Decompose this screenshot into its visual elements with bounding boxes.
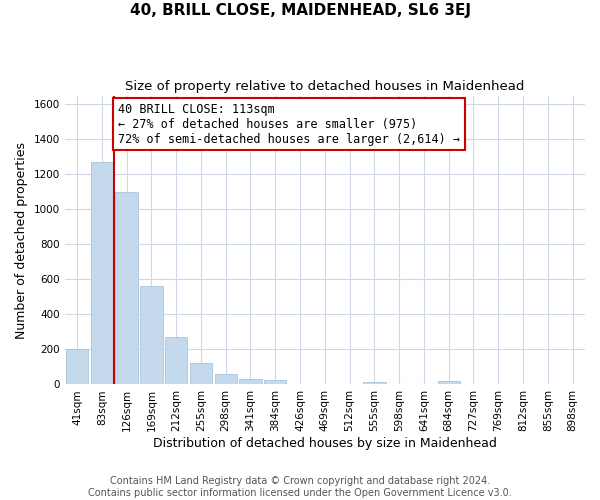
Bar xyxy=(215,374,237,384)
Bar xyxy=(239,379,262,384)
Bar xyxy=(190,362,212,384)
Bar xyxy=(264,380,286,384)
Title: Size of property relative to detached houses in Maidenhead: Size of property relative to detached ho… xyxy=(125,80,524,93)
X-axis label: Distribution of detached houses by size in Maidenhead: Distribution of detached houses by size … xyxy=(153,437,497,450)
Bar xyxy=(66,350,88,384)
Bar xyxy=(363,382,386,384)
Bar xyxy=(140,286,163,384)
Bar xyxy=(165,337,187,384)
Text: 40, BRILL CLOSE, MAIDENHEAD, SL6 3EJ: 40, BRILL CLOSE, MAIDENHEAD, SL6 3EJ xyxy=(130,2,470,18)
Bar xyxy=(437,381,460,384)
Text: 40 BRILL CLOSE: 113sqm
← 27% of detached houses are smaller (975)
72% of semi-de: 40 BRILL CLOSE: 113sqm ← 27% of detached… xyxy=(118,102,460,146)
Text: Contains HM Land Registry data © Crown copyright and database right 2024.
Contai: Contains HM Land Registry data © Crown c… xyxy=(88,476,512,498)
Bar xyxy=(91,162,113,384)
Bar xyxy=(115,192,138,384)
Y-axis label: Number of detached properties: Number of detached properties xyxy=(15,142,28,338)
